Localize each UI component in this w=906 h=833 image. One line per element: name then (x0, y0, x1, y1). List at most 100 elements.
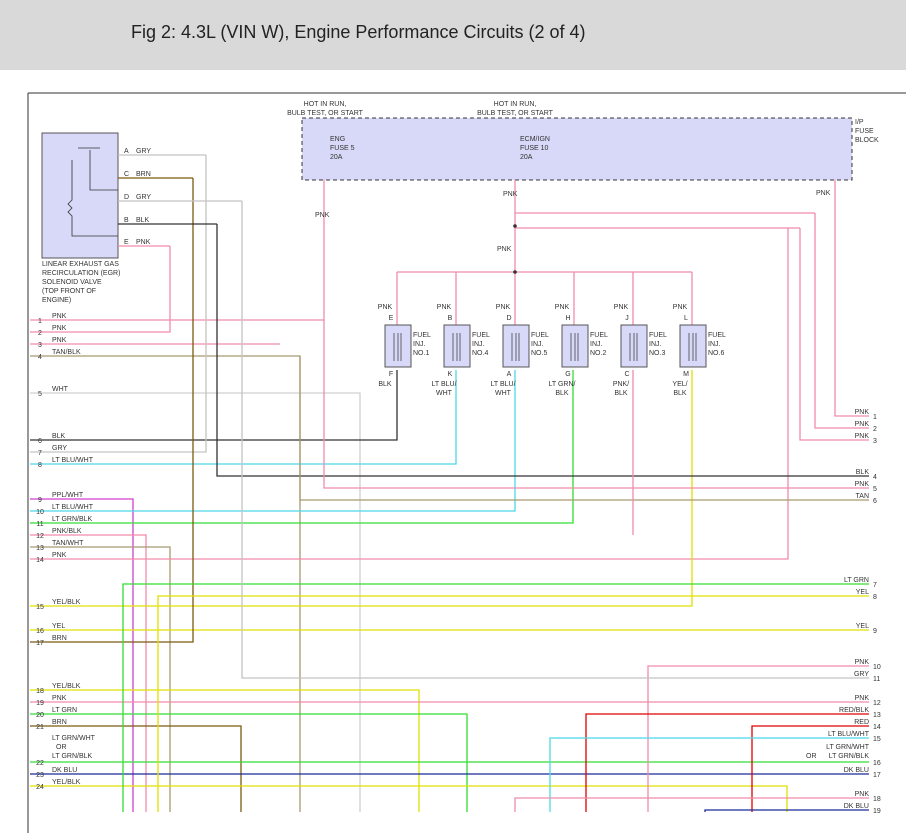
label: TAN/BLK (52, 349, 81, 356)
wire (30, 785, 788, 812)
label: PNK (52, 552, 67, 559)
label: 17 (36, 640, 44, 647)
label: BRN (52, 635, 67, 642)
label: 2 (38, 330, 42, 337)
label: PNK (437, 304, 452, 311)
label: PNK (52, 695, 67, 702)
label: 14 (36, 557, 44, 564)
label: 11 (36, 521, 43, 528)
label: OR (806, 753, 817, 760)
wire (241, 201, 869, 679)
wire (30, 228, 789, 560)
title: Fig 2: 4.3L (VIN W), Engine Performance … (131, 22, 586, 42)
label: TAN (856, 493, 869, 500)
label: PNK (816, 190, 831, 197)
label: 3 (873, 438, 877, 445)
label: LT GRN (52, 707, 77, 714)
label: PNK (855, 409, 870, 416)
label: WHT (436, 390, 453, 397)
label: NO.3 (649, 350, 665, 357)
label: 13 (873, 712, 881, 719)
label: DK BLU (844, 803, 869, 810)
label: 4 (873, 474, 877, 481)
label: 21 (36, 724, 44, 731)
label: LT BLU/ (431, 381, 456, 388)
label: YEL (52, 623, 65, 630)
label: LT BLU/WHT (52, 457, 94, 464)
label: 18 (36, 688, 44, 695)
label: INJ. (590, 341, 603, 348)
label: PNK (673, 304, 688, 311)
label: PNK (855, 695, 870, 702)
label: 20A (520, 154, 533, 161)
label: LT GRN/BLK (829, 753, 870, 760)
label: ENG (330, 136, 345, 143)
label: BLK (555, 390, 569, 397)
label: PNK (496, 304, 511, 311)
label: 19 (873, 808, 881, 815)
label: DK BLU (844, 767, 869, 774)
wiring-diagram: HOT IN RUN, BULB TEST, OR START HOT IN RUN… (27, 92, 906, 833)
wire (30, 713, 468, 812)
label: TAN/WHT (52, 540, 84, 547)
injector-coil (570, 333, 579, 361)
label: RED (854, 719, 869, 726)
label: GRY (136, 148, 151, 155)
label: 12 (36, 533, 44, 540)
label: PNK (315, 212, 330, 219)
label: INJ. (708, 341, 721, 348)
label: PPL/WHT (52, 492, 84, 499)
label: 18 (873, 796, 881, 803)
label: 15 (873, 736, 881, 743)
label: 23 (36, 772, 44, 779)
label: E (389, 315, 394, 322)
label: PNK (378, 304, 393, 311)
label: LT GRN/BLK (52, 516, 93, 523)
label: 24 (36, 784, 44, 791)
wire (30, 370, 457, 465)
label: F (389, 371, 393, 378)
label: M (683, 371, 689, 378)
label: BLK (136, 217, 150, 224)
label: A (124, 148, 129, 155)
label: D (124, 194, 129, 201)
label: 7 (873, 582, 877, 589)
label: LT GRN/ (549, 381, 576, 388)
label: FUEL (708, 332, 726, 339)
splice (513, 224, 517, 228)
label: GRY (52, 445, 67, 452)
wire (585, 713, 869, 812)
label: 17 (873, 772, 881, 779)
label: YEL/BLK (52, 599, 81, 606)
label: LT GRN/BLK (52, 753, 93, 760)
label: 7 (38, 450, 42, 457)
egr-coil (67, 147, 118, 237)
label: 10 (36, 509, 44, 516)
wire (157, 595, 869, 812)
label: 20A (330, 154, 343, 161)
label: PNK (855, 659, 870, 666)
label: K (448, 371, 453, 378)
label: BRN (136, 171, 151, 178)
label: L (684, 315, 688, 322)
label: FUEL (590, 332, 608, 339)
wire (814, 213, 869, 429)
label: 16 (36, 628, 44, 635)
label: PNK (52, 337, 67, 344)
label: 6 (38, 438, 42, 445)
label: LT GRN (844, 577, 869, 584)
wire (30, 392, 361, 812)
label: BLOCK (855, 137, 879, 144)
injector (502, 324, 530, 368)
label: LT GRN/WHT (52, 735, 96, 742)
label: FUSE 5 (330, 145, 355, 152)
label: C (624, 371, 629, 378)
label: BLK (856, 469, 870, 476)
label: 1 (873, 414, 877, 421)
label: NO.5 (531, 350, 547, 357)
label: 8 (38, 462, 42, 469)
label: 2 (873, 426, 877, 433)
label: LT BLU/WHT (52, 504, 94, 511)
label: J (625, 315, 629, 322)
label: WHT (495, 390, 512, 397)
